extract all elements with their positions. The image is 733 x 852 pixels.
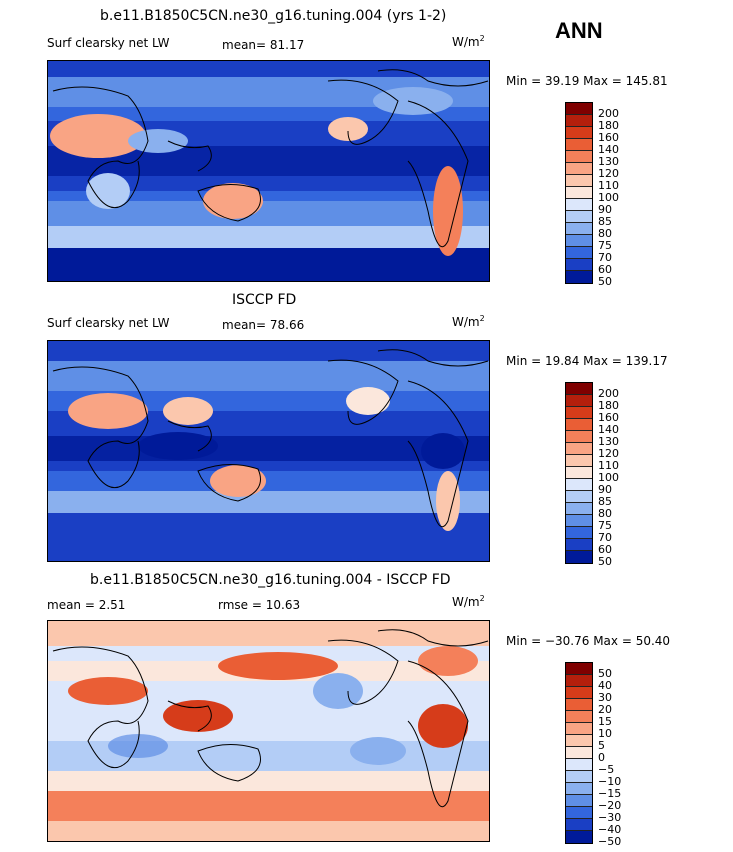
colorbar-level: 80 [598,507,612,520]
colorbar-level: 180 [598,119,619,132]
colorbar-level: 160 [598,411,619,424]
colorbar-level: −50 [598,835,622,848]
panel3-colorbar-labels: 50 40 30 20 15 10 5 0 −5 −10 −15 −20 −30 −40 −50 [598,668,621,848]
panel3-mean-label: mean = 2.51 [47,598,126,612]
colorbar-level: 110 [598,459,619,472]
colorbar-level: 180 [598,399,619,412]
panel3-rmse-label: rmse = 10.63 [218,598,301,612]
season-label: ANN [555,18,603,43]
panel2-map [47,340,490,562]
colorbar-level: 140 [598,143,619,156]
panel2-title: ISCCP FD [232,292,297,308]
colorbar-level: 130 [598,435,619,448]
panel2-minmax: Min = 19.84 Max = 139.17 [506,354,668,368]
colorbar-level: 140 [598,423,619,436]
colorbar-level: 80 [598,227,612,240]
panel2-colorbar-labels: 200 180 160 140 130 120 110 100 90 85 80 75 70 60 50 [598,388,619,568]
colorbar-level: 90 [598,203,612,216]
panel3-units: W/m2 [452,594,485,609]
colorbar-level: 130 [598,155,619,168]
colorbar-level: 120 [598,447,619,460]
panel1-mean-label: mean= 81.17 [222,38,305,52]
colorbar-level: 50 [598,275,612,288]
panel2-map-graphic [48,341,489,561]
colorbar-level: −40 [598,823,622,836]
colorbar-level: 0 [598,751,605,764]
colorbar-level: 70 [598,531,612,544]
colorbar-level: 160 [598,131,619,144]
colorbar-level: −30 [598,811,622,824]
panel2-colorbar [565,382,593,564]
colorbar-level: 5 [598,739,605,752]
colorbar-level: 40 [598,679,612,692]
panel1-units: W/m2 [452,34,485,49]
panel1-title: b.e11.B1850C5CN.ne30_g16.tuning.004 (yrs… [100,8,447,24]
panel1-colorbar-labels: 200 180 160 140 130 120 110 100 90 85 80 75 70 60 50 [598,108,619,288]
colorbar-level: 30 [598,691,612,704]
colorbar-level: 60 [598,543,612,556]
panel2-variable-label: Surf clearsky net LW [47,316,170,330]
colorbar-level: 10 [598,727,612,740]
colorbar-level: −5 [598,763,615,776]
panel2-mean-label: mean= 78.66 [222,318,305,332]
panel1-variable-label: Surf clearsky net LW [47,36,170,50]
panel3-minmax: Min = −30.76 Max = 50.40 [506,634,671,648]
colorbar-level: 60 [598,263,612,276]
panel1-minmax: Min = 39.19 Max = 145.81 [506,74,668,88]
panel3-map-graphic [48,621,489,841]
colorbar-level: 90 [598,483,612,496]
colorbar-level: 85 [598,215,612,228]
panel1-colorbar [565,102,593,284]
colorbar-level: 110 [598,179,619,192]
panel2-units: W/m2 [452,314,485,329]
colorbar-level: 85 [598,495,612,508]
colorbar-level: 50 [598,555,612,568]
colorbar-level: 100 [598,471,619,484]
colorbar-level: −20 [598,799,622,812]
panel3-map [47,620,490,842]
colorbar-level: −10 [598,775,622,788]
colorbar-level: 75 [598,239,612,252]
panel3-title: b.e11.B1850C5CN.ne30_g16.tuning.004 - IS… [90,572,451,588]
panel1-map [47,60,490,282]
colorbar-level: 75 [598,519,612,532]
colorbar-level: 100 [598,191,619,204]
colorbar-level: 200 [598,107,619,120]
colorbar-level: −15 [598,787,622,800]
panel3-colorbar [565,662,593,844]
colorbar-level: 120 [598,167,619,180]
panel1-map-graphic [48,61,489,281]
colorbar-level: 200 [598,387,619,400]
colorbar-level: 50 [598,667,612,680]
colorbar-level: 20 [598,703,612,716]
colorbar-level: 15 [598,715,612,728]
colorbar-level: 70 [598,251,612,264]
